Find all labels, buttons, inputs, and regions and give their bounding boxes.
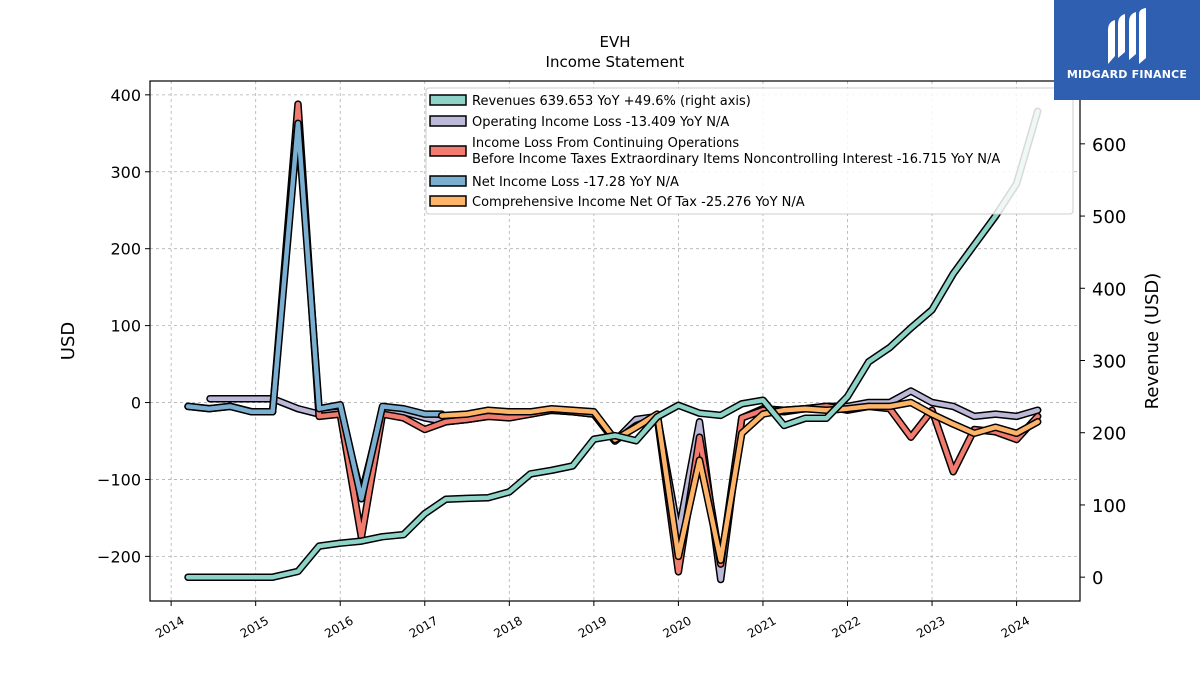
y-right-tick-label: 300 bbox=[1092, 352, 1126, 373]
legend: Revenues 639.653 YoY +49.6% (right axis)… bbox=[425, 87, 1074, 215]
legend-swatch bbox=[429, 115, 467, 127]
legend-swatch bbox=[429, 145, 467, 157]
y-tick-label: 200 bbox=[110, 240, 141, 259]
x-tick-label: 2015 bbox=[238, 613, 271, 640]
y-right-tick-label: 400 bbox=[1092, 279, 1126, 300]
series-layer bbox=[184, 100, 1042, 584]
x-tick-label: 2016 bbox=[322, 613, 355, 640]
legend-box bbox=[425, 87, 1074, 215]
y-tick-label: 100 bbox=[110, 317, 141, 336]
series-line bbox=[439, 400, 1040, 563]
series-line bbox=[207, 388, 1040, 582]
midgard-finance-logo: MIDGARD FINANCE bbox=[1054, 0, 1200, 100]
y-tick-label: −100 bbox=[97, 470, 141, 489]
x-tick-label: 2019 bbox=[576, 613, 609, 640]
legend-label: Net Income Loss -17.28 YoY N/A bbox=[472, 175, 679, 190]
x-tick-label: 2017 bbox=[407, 613, 440, 640]
y-axis-label-right: Revenue (USD) bbox=[1142, 273, 1163, 410]
series-comprehensive-income-net-of-tax bbox=[437, 398, 1042, 564]
series-line bbox=[185, 121, 444, 501]
chart-subtitle: Income Statement bbox=[546, 53, 685, 71]
left-axis-ticks: −200 −100 0 100 200 300 400 bbox=[97, 86, 150, 566]
x-tick-label: 2021 bbox=[745, 613, 778, 640]
chart-title: EVH bbox=[599, 33, 630, 51]
legend-label: Revenues 639.653 YoY +49.6% (right axis) bbox=[472, 94, 751, 109]
y-axis-label-left: USD bbox=[58, 322, 79, 360]
legend-swatch bbox=[429, 175, 467, 187]
series-line bbox=[185, 109, 1040, 580]
legend-label: Operating Income Loss -13.409 YoY N/A bbox=[472, 115, 729, 130]
series-net-income-loss bbox=[184, 119, 446, 503]
logo-text: MIDGARD FINANCE bbox=[1066, 68, 1188, 81]
legend-label: Before Income Taxes Extraordinary Items … bbox=[472, 152, 1000, 167]
y-right-tick-label: 200 bbox=[1092, 424, 1126, 445]
y-tick-label: −200 bbox=[97, 547, 141, 566]
x-tick-label: 2014 bbox=[153, 613, 186, 640]
series-operating-income-loss bbox=[206, 387, 1042, 584]
legend-swatch bbox=[429, 195, 467, 207]
x-tick-label: 2022 bbox=[830, 613, 863, 640]
x-tick-label: 2018 bbox=[491, 613, 524, 640]
y-right-tick-label: 600 bbox=[1092, 135, 1126, 156]
y-tick-label: 0 bbox=[131, 394, 141, 413]
axes-frame bbox=[149, 80, 1081, 602]
y-tick-label: 300 bbox=[110, 163, 141, 182]
logo-mark-icon bbox=[1108, 8, 1146, 64]
x-tick-label: 2023 bbox=[914, 613, 947, 640]
y-tick-label: 400 bbox=[110, 86, 141, 105]
legend-label: Income Loss From Continuing Operations bbox=[472, 136, 739, 151]
right-axis-ticks: 0 100 200 300 400 500 600 bbox=[1080, 135, 1126, 589]
y-right-tick-label: 100 bbox=[1092, 496, 1126, 517]
x-tick-label: 2020 bbox=[660, 613, 693, 640]
series-outline bbox=[206, 387, 1042, 584]
series-revenues bbox=[184, 107, 1042, 581]
x-tick-label: 2024 bbox=[999, 613, 1032, 640]
y-right-tick-label: 500 bbox=[1092, 207, 1126, 228]
series-outline bbox=[184, 119, 446, 503]
y-right-tick-label: 0 bbox=[1092, 568, 1103, 589]
x-axis-ticks: 2014 2015 2016 2017 2018 2019 2020 2021 2022 2023… bbox=[153, 601, 1032, 641]
legend-swatch bbox=[429, 94, 467, 106]
legend-label: Comprehensive Income Net Of Tax -25.276 … bbox=[472, 195, 805, 210]
